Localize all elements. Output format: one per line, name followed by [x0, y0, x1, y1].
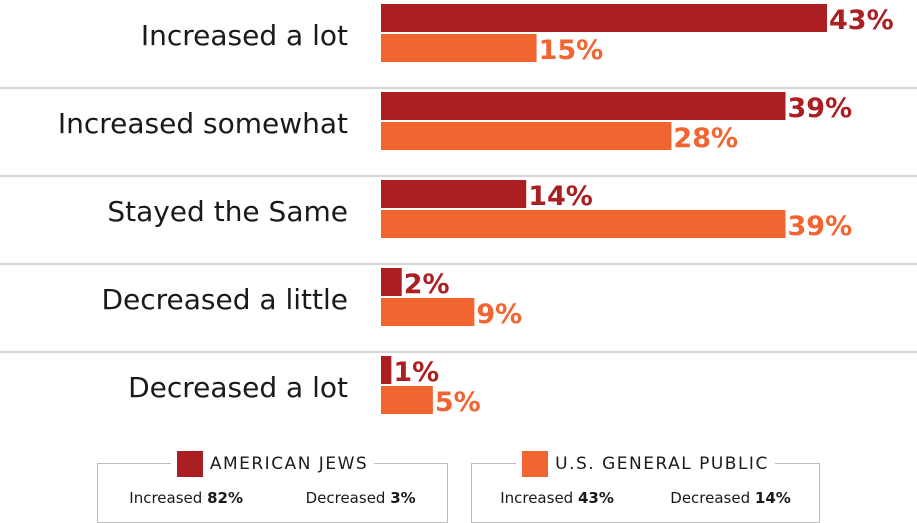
- legend-title: AMERICAN JEWS: [98, 451, 447, 477]
- legend-increased-label: Increased: [500, 489, 574, 507]
- category-label: Increased somewhat: [58, 107, 348, 140]
- legend-decreased-label: Decreased: [305, 489, 386, 507]
- data-label: 2%: [404, 269, 450, 300]
- legend-decreased-label: Decreased: [670, 489, 751, 507]
- legend-us-general-public: U.S. GENERAL PUBLIC Increased 43% Decrea…: [471, 451, 820, 523]
- data-label: 5%: [435, 387, 481, 418]
- legend-increased-value: 82%: [207, 489, 243, 507]
- legend-decreased-value: 14%: [754, 489, 791, 507]
- bar-us-general-public: [381, 122, 672, 150]
- bar-chart: Increased a lot 43% 15% Increased somewhat 3…: [0, 4, 917, 418]
- legend-swatch-public: [522, 451, 549, 477]
- legend-series-name: U.S. GENERAL PUBLIC: [555, 454, 769, 474]
- bar-american-jews: [381, 92, 786, 120]
- legend-title: U.S. GENERAL PUBLIC: [472, 451, 819, 477]
- legend-increased-label: Increased: [129, 489, 203, 507]
- legend-decreased: Decreased 14%: [670, 489, 791, 507]
- legend-increased: Increased 82%: [129, 489, 243, 507]
- bar-american-jews: [381, 180, 527, 208]
- legend-american-jews: AMERICAN JEWS Increased 82% Decreased 3%: [97, 451, 448, 523]
- legend-stats: Increased 82% Decreased 3%: [98, 489, 447, 507]
- legend-swatch-jews: [176, 451, 203, 477]
- category-label: Increased a lot: [141, 19, 348, 52]
- data-label: 9%: [476, 299, 522, 330]
- data-label: 39%: [788, 93, 853, 124]
- bar-us-general-public: [381, 386, 433, 414]
- data-label: 39%: [788, 211, 853, 242]
- data-label: 43%: [829, 5, 894, 36]
- bar-us-general-public: [381, 34, 537, 62]
- bar-american-jews: [381, 4, 827, 32]
- data-label: 28%: [673, 123, 738, 154]
- bar-american-jews: [381, 268, 402, 296]
- category-label: Decreased a little: [101, 283, 348, 316]
- legend-increased: Increased 43%: [500, 489, 614, 507]
- bar-american-jews: [381, 356, 392, 384]
- legend-stats: Increased 43% Decreased 14%: [472, 489, 819, 507]
- bar-us-general-public: [381, 210, 786, 238]
- category-label: Decreased a lot: [128, 371, 348, 404]
- data-label: 14%: [528, 181, 593, 212]
- category-label: Stayed the Same: [107, 195, 348, 228]
- legend-decreased-value: 3%: [390, 489, 416, 507]
- legend-series-name: AMERICAN JEWS: [209, 454, 369, 474]
- legend-decreased: Decreased 3%: [306, 489, 416, 507]
- legend-increased-value: 43%: [577, 489, 614, 507]
- bar-us-general-public: [381, 298, 475, 326]
- data-label: 1%: [393, 357, 439, 388]
- data-label: 15%: [539, 35, 604, 66]
